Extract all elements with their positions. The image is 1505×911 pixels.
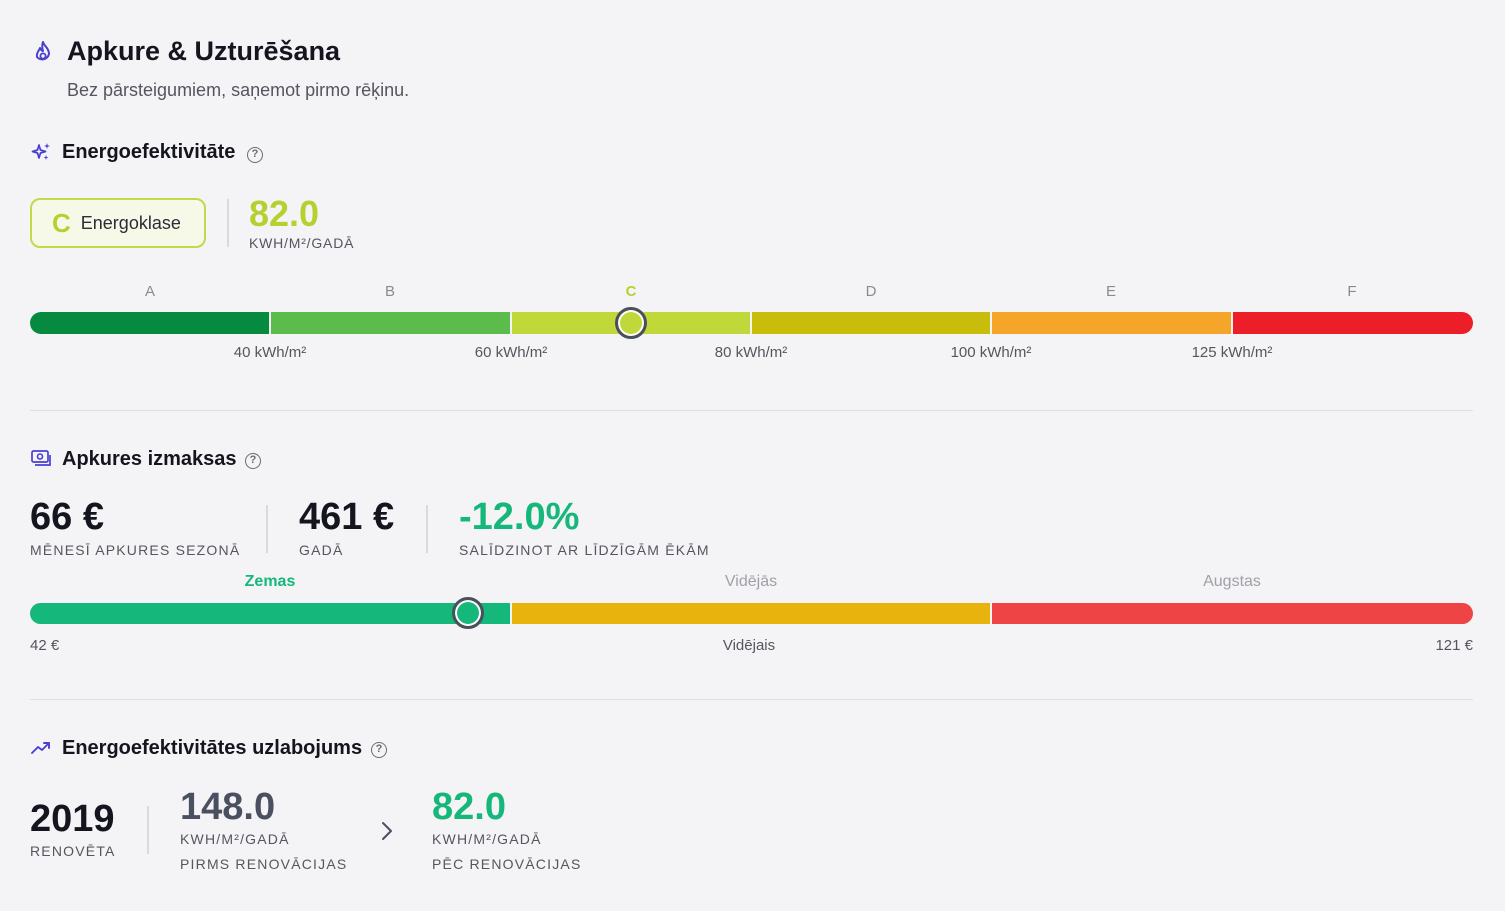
page-title: Apkure & Uzturēšana xyxy=(67,36,341,66)
energy-bar-segment-f xyxy=(1233,312,1473,334)
tier-label-high: Augstas xyxy=(1203,573,1261,590)
energy-value: 82.0 xyxy=(249,193,320,234)
energy-bar-segment-a xyxy=(30,312,269,334)
scale-letter-a: A xyxy=(144,283,155,300)
before-unit: KWH/M²/GADĀ xyxy=(180,831,290,847)
after-value: 82.0 xyxy=(432,786,506,828)
cost-marker xyxy=(452,597,484,629)
before-label: PIRMS RENOVĀCIJAS xyxy=(180,856,348,872)
threshold-label: 100 kWh/m² xyxy=(950,344,1032,361)
energy-bar-segment-e xyxy=(992,312,1231,334)
compare-value: -12.0% xyxy=(459,496,580,538)
trending-up-icon xyxy=(31,742,50,754)
scale-letter-d: D xyxy=(865,283,877,300)
energy-bar-segment-b xyxy=(271,312,510,334)
cost-mid-label: Vidējais xyxy=(722,637,776,654)
costs-section-title: Apkures izmaksas xyxy=(62,448,237,470)
energy-help-icon[interactable]: ? xyxy=(247,147,263,163)
sparkles-icon xyxy=(31,143,50,160)
scale-letter-c: C xyxy=(625,283,637,300)
renovation-year: 2019 xyxy=(30,798,115,840)
page-subtitle: Bez pārsteigumiem, saņemot pirmo rēķinu. xyxy=(67,80,410,100)
scale-letter-f: F xyxy=(1347,283,1357,300)
cost-max-label: 121 € xyxy=(1435,637,1473,654)
cost-bar-medium xyxy=(512,603,990,624)
after-label: PĒC RENOVĀCIJAS xyxy=(432,856,582,872)
scale-letter-b: B xyxy=(384,283,395,300)
improvement-section-title: Energoefektivitātes uzlabojums xyxy=(62,737,363,759)
energy-class-label: Energoklase xyxy=(80,212,181,233)
banknote-icon xyxy=(31,450,51,466)
energy-class-badge: C Energoklase xyxy=(30,198,206,248)
threshold-label: 80 kWh/m² xyxy=(714,344,788,361)
energy-bar-segment-d xyxy=(752,312,990,334)
energy-unit: KWH/M²/GADĀ xyxy=(249,235,355,251)
energy-section-title: Energoefektivitāte xyxy=(62,141,236,163)
monthly-cost-value: 66 € xyxy=(30,496,104,538)
threshold-label: 60 kWh/m² xyxy=(474,344,548,361)
cost-bar-low xyxy=(30,603,510,624)
threshold-label: 125 kWh/m² xyxy=(1191,344,1273,361)
divider xyxy=(147,806,149,854)
section-divider xyxy=(30,699,1473,700)
energy-class-letter: C xyxy=(52,207,71,238)
tier-label-medium: Vidējās xyxy=(724,573,778,590)
flame-icon xyxy=(35,41,50,61)
compare-label: SALĪDZINOT AR LĪDZĪGĀM ĒKĀM xyxy=(459,542,710,558)
cost-min-label: 42 € xyxy=(30,637,60,654)
section-divider xyxy=(30,410,1473,411)
monthly-cost-label: MĒNESĪ APKURES SEZONĀ xyxy=(30,542,241,558)
threshold-label: 40 kWh/m² xyxy=(233,344,307,361)
divider xyxy=(227,199,229,247)
cost-bar-high xyxy=(992,603,1473,624)
after-unit: KWH/M²/GADĀ xyxy=(432,831,542,847)
yearly-cost-value: 461 € xyxy=(299,496,395,538)
divider xyxy=(426,505,428,553)
improvement-help-icon[interactable]: ? xyxy=(371,742,387,758)
scale-letter-e: E xyxy=(1105,283,1116,300)
chevron-right-icon xyxy=(382,822,392,840)
yearly-cost-label: GADĀ xyxy=(299,542,344,558)
tier-label-low: Zemas xyxy=(244,573,296,590)
costs-help-icon[interactable]: ? xyxy=(245,453,261,469)
before-value: 148.0 xyxy=(180,786,276,828)
renovation-year-label: RENOVĒTA xyxy=(30,843,116,859)
energy-marker xyxy=(615,307,647,339)
divider xyxy=(266,505,268,553)
